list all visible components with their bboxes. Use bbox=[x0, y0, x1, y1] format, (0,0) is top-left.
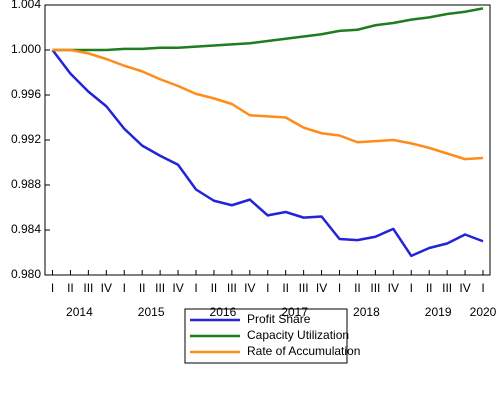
x-tick-label: II bbox=[67, 281, 74, 295]
y-tick-label: 1.004 bbox=[11, 0, 41, 11]
year-label: 2018 bbox=[353, 305, 380, 319]
series-line bbox=[52, 48, 484, 161]
x-tick-label: I bbox=[410, 281, 413, 295]
y-tick-label: 0.980 bbox=[11, 267, 41, 281]
x-tick-label: I bbox=[194, 281, 197, 295]
year-label: 2019 bbox=[425, 305, 452, 319]
legend-label: Rate of Accumulation bbox=[247, 344, 360, 358]
y-tick-label: 0.996 bbox=[11, 87, 41, 101]
x-tick-label: III bbox=[227, 281, 237, 295]
x-tick-label: IV bbox=[316, 281, 327, 295]
x-tick-label: II bbox=[354, 281, 361, 295]
x-tick-label: II bbox=[282, 281, 289, 295]
x-tick-label: III bbox=[442, 281, 452, 295]
x-tick-label: III bbox=[370, 281, 380, 295]
series-line bbox=[52, 7, 484, 52]
x-tick-label: IV bbox=[459, 281, 470, 295]
y-tick-label: 0.984 bbox=[11, 222, 41, 236]
x-tick-label: IV bbox=[101, 281, 112, 295]
legend-label: Profit Share bbox=[247, 312, 311, 326]
x-tick-label: I bbox=[266, 281, 269, 295]
year-label: 2015 bbox=[138, 305, 165, 319]
x-tick-label: III bbox=[83, 281, 93, 295]
x-tick-label: IV bbox=[244, 281, 255, 295]
x-tick-label: III bbox=[155, 281, 165, 295]
y-tick-label: 1.000 bbox=[11, 42, 41, 56]
x-tick-label: I bbox=[123, 281, 126, 295]
x-tick-label: I bbox=[481, 281, 484, 295]
year-label: 2020 bbox=[470, 305, 497, 319]
x-tick-label: IV bbox=[172, 281, 183, 295]
x-tick-label: II bbox=[426, 281, 433, 295]
x-tick-label: II bbox=[211, 281, 218, 295]
x-tick-label: I bbox=[51, 281, 54, 295]
series-line bbox=[51, 49, 484, 258]
x-tick-label: II bbox=[139, 281, 146, 295]
y-tick-label: 0.988 bbox=[11, 177, 41, 191]
legend-label: Capacity Utilization bbox=[247, 328, 349, 342]
year-label: 2016 bbox=[210, 305, 237, 319]
x-tick-label: IV bbox=[388, 281, 399, 295]
y-tick-label: 0.992 bbox=[11, 132, 41, 146]
x-tick-label: I bbox=[338, 281, 341, 295]
year-label: 2014 bbox=[66, 305, 93, 319]
year-label: 2017 bbox=[281, 305, 308, 319]
plot-frame bbox=[44, 4, 491, 276]
x-tick-label: III bbox=[299, 281, 309, 295]
